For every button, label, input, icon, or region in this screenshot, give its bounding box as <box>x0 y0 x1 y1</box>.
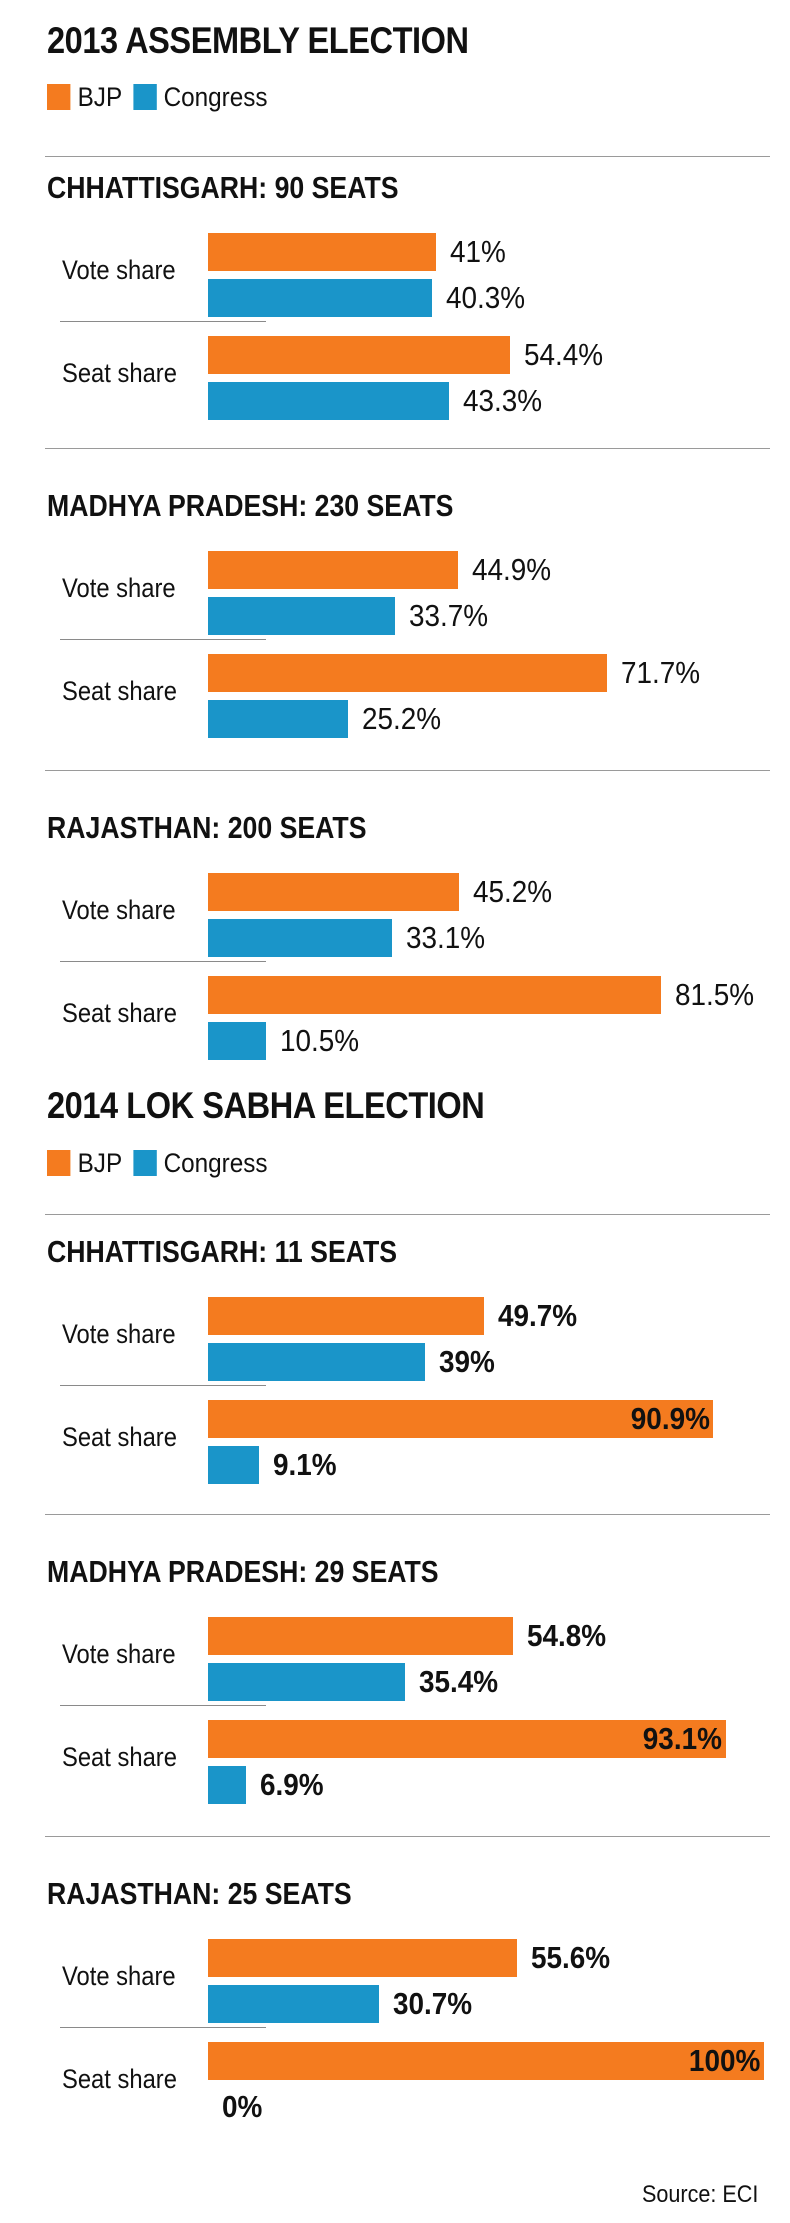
state-title: RAJASTHAN: 200 SEATS <box>47 810 367 845</box>
legend-label-bjp: BJP <box>77 81 123 112</box>
row-label: Seat share <box>62 358 177 388</box>
value-label-congress: 35.4% <box>418 1664 498 1699</box>
row-divider <box>60 639 266 640</box>
row-divider <box>60 2027 266 2028</box>
row-label: Seat share <box>62 998 177 1028</box>
state-title: MADHYA PRADESH: 29 SEATS <box>47 1554 439 1589</box>
row-label: Vote share <box>62 1639 176 1669</box>
bar-congress <box>208 382 449 420</box>
value-label-bjp: 100% <box>688 2043 760 2078</box>
section-title: 2014 LOK SABHA ELECTION <box>47 1085 485 1126</box>
value-label-congress: 6.9% <box>260 1767 324 1802</box>
legend-label-congress: Congress <box>163 1147 268 1178</box>
row-label: Seat share <box>62 676 177 706</box>
bar-congress <box>208 1446 259 1484</box>
legend-swatch-congress <box>132 1150 157 1176</box>
panel-divider <box>45 1836 770 1837</box>
bar-bjp <box>208 1720 726 1758</box>
value-label-bjp: 49.7% <box>498 1298 578 1333</box>
state-title: CHHATTISGARH: 90 SEATS <box>47 170 399 205</box>
value-label-congress: 0% <box>222 2089 263 2124</box>
state-title: MADHYA PRADESH: 230 SEATS <box>47 488 454 523</box>
legend-label-bjp: BJP <box>77 1147 123 1178</box>
bar-congress <box>208 1022 267 1060</box>
bar-bjp <box>208 1400 714 1438</box>
legend: BJP Congress <box>47 1148 278 1178</box>
bar-congress <box>208 597 396 635</box>
value-label-bjp: 45.2% <box>473 874 553 909</box>
bar-congress <box>208 700 349 738</box>
section-divider <box>45 156 770 157</box>
value-label-congress: 33.1% <box>406 920 486 955</box>
row-label: Vote share <box>62 573 176 603</box>
legend-swatch-bjp <box>47 1150 71 1176</box>
value-label-congress: 30.7% <box>392 1986 472 2021</box>
panel-divider <box>45 448 770 449</box>
value-label-bjp: 41% <box>449 234 506 269</box>
legend-swatch-bjp <box>47 84 71 110</box>
row-divider <box>60 1385 266 1386</box>
legend-swatch-congress <box>132 84 157 110</box>
row-label: Vote share <box>62 1319 176 1349</box>
row-divider <box>60 321 266 322</box>
bar-bjp <box>208 1617 513 1655</box>
bar-bjp <box>208 873 460 911</box>
value-label-congress: 25.2% <box>362 701 442 736</box>
row-label: Seat share <box>62 2064 177 2094</box>
source-note: Source: ECI <box>641 2181 758 2208</box>
value-label-congress: 33.7% <box>409 598 489 633</box>
value-label-congress: 43.3% <box>462 383 542 418</box>
value-label-bjp: 55.6% <box>531 1940 611 1975</box>
bar-congress <box>208 1663 405 1701</box>
value-label-bjp: 81.5% <box>675 977 755 1012</box>
row-label: Seat share <box>62 1742 177 1772</box>
bar-bjp <box>208 336 511 374</box>
value-label-bjp: 54.8% <box>526 1618 606 1653</box>
legend: BJP Congress <box>47 82 278 112</box>
row-label: Vote share <box>62 255 176 285</box>
section-divider <box>45 1214 770 1215</box>
row-divider <box>60 1705 266 1706</box>
bar-bjp <box>208 1939 518 1977</box>
bar-congress <box>208 1985 379 2023</box>
value-label-congress: 9.1% <box>272 1447 337 1482</box>
value-label-bjp: 54.4% <box>524 337 604 372</box>
bar-bjp <box>208 2042 764 2080</box>
value-label-bjp: 71.7% <box>620 655 700 690</box>
value-label-congress: 40.3% <box>446 280 526 315</box>
bar-bjp <box>208 233 436 271</box>
value-label-bjp: 44.9% <box>471 552 551 587</box>
section-title: 2013 ASSEMBLY ELECTION <box>47 20 469 61</box>
bar-congress <box>208 919 393 957</box>
bar-bjp <box>208 976 662 1014</box>
value-label-bjp: 93.1% <box>642 1721 722 1756</box>
value-label-congress: 39% <box>438 1344 495 1379</box>
state-title: RAJASTHAN: 25 SEATS <box>47 1876 352 1911</box>
row-label: Seat share <box>62 1422 177 1452</box>
row-divider <box>60 961 266 962</box>
bar-congress <box>208 1343 425 1381</box>
panel-divider <box>45 1514 770 1515</box>
row-label: Vote share <box>62 1961 176 1991</box>
bar-congress <box>208 1766 247 1804</box>
bar-bjp <box>208 551 458 589</box>
legend-label-congress: Congress <box>163 81 268 112</box>
row-label: Vote share <box>62 895 176 925</box>
panel-divider <box>45 770 770 771</box>
bar-bjp <box>208 654 607 692</box>
value-label-congress: 10.5% <box>280 1023 360 1058</box>
value-label-bjp: 90.9% <box>630 1401 710 1436</box>
state-title: CHHATTISGARH: 11 SEATS <box>47 1234 398 1269</box>
bar-congress <box>208 279 433 317</box>
bar-bjp <box>208 1297 485 1335</box>
